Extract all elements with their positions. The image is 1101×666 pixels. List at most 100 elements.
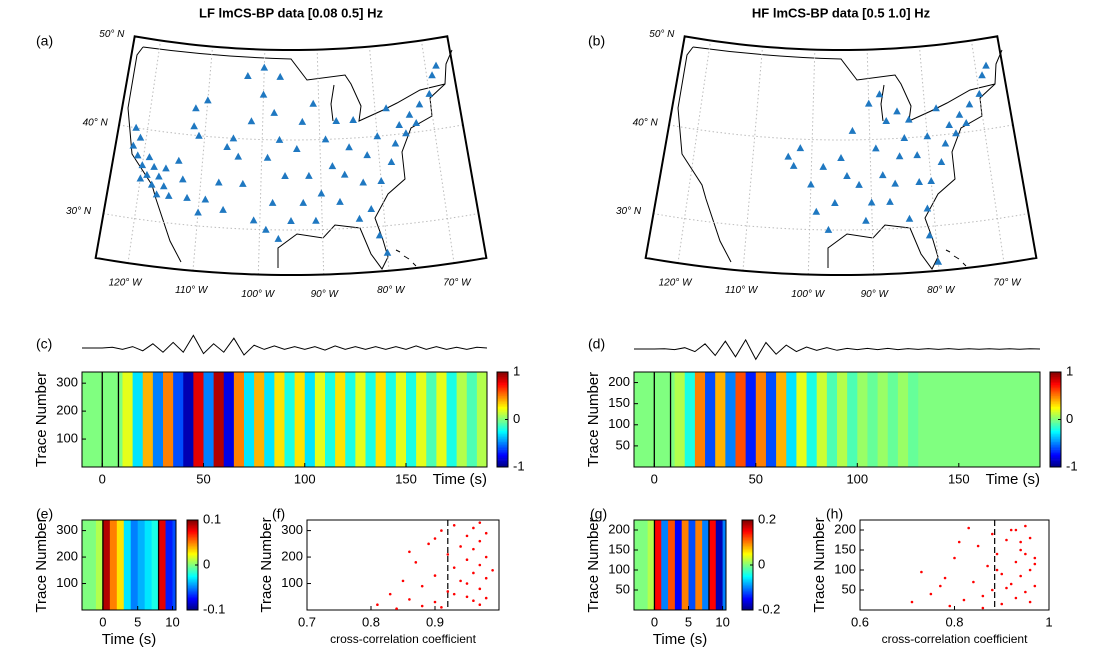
heat-cell xyxy=(668,520,676,610)
point xyxy=(484,555,488,559)
heat-cell xyxy=(715,520,723,610)
station xyxy=(359,178,367,186)
heat-cell xyxy=(213,372,225,467)
x-axis-label: Time (s) xyxy=(433,471,487,488)
colorbar-band xyxy=(1050,410,1061,412)
station xyxy=(260,63,269,71)
colorbar-band xyxy=(742,605,753,608)
colorbar-band xyxy=(1050,386,1061,389)
point xyxy=(1028,536,1032,540)
y-tick-label: 100 xyxy=(281,575,303,590)
lon-label: 120° W xyxy=(659,277,693,288)
colorbar-band xyxy=(742,544,753,546)
colorbar-band xyxy=(187,544,198,546)
station xyxy=(164,191,173,199)
station xyxy=(274,234,283,242)
x-tick-label: 0 xyxy=(651,471,658,486)
heat-cell xyxy=(365,372,377,467)
station xyxy=(375,231,384,239)
heat-cell xyxy=(705,372,716,467)
station xyxy=(900,133,909,141)
point xyxy=(395,607,398,610)
station xyxy=(425,89,434,97)
station xyxy=(190,122,198,130)
heat-cell xyxy=(122,372,134,467)
colorbar-band xyxy=(187,562,198,564)
colorbar-band xyxy=(1050,398,1061,401)
colorbar-band xyxy=(187,607,198,609)
colorbar-band xyxy=(497,421,508,423)
colorbar-band xyxy=(742,590,753,593)
point xyxy=(957,540,961,544)
heat-cell xyxy=(694,372,706,467)
station xyxy=(328,162,337,170)
colorbar-band xyxy=(742,596,753,599)
colorbar-band xyxy=(497,463,508,466)
heat-cell xyxy=(163,372,174,467)
station xyxy=(259,90,268,98)
y-tick-label: 50 xyxy=(616,581,630,596)
colorbar-band xyxy=(187,604,198,606)
colorbar-band xyxy=(742,550,753,552)
heat-cell xyxy=(345,372,356,467)
station xyxy=(875,90,884,98)
point xyxy=(388,592,392,596)
heat-cell xyxy=(999,372,1010,467)
colorbar-band xyxy=(1050,408,1061,411)
colorbar-tick-label: 1 xyxy=(1066,363,1073,378)
heat-cell xyxy=(304,372,316,467)
station xyxy=(363,151,371,159)
point xyxy=(478,603,482,607)
y-axis-label: Trace Number xyxy=(258,517,275,612)
lon-label: 90° W xyxy=(311,289,340,300)
colorbar-band xyxy=(497,379,508,382)
point xyxy=(1000,572,1004,576)
heat-cell xyxy=(989,372,1000,467)
station xyxy=(247,117,256,125)
heat-cell xyxy=(446,372,458,467)
colorbar-band xyxy=(742,526,753,528)
station xyxy=(262,225,270,233)
colorbar-tick-label: 0 xyxy=(1066,411,1073,426)
colorbar-band xyxy=(497,372,508,374)
colorbar-band xyxy=(742,586,753,588)
point xyxy=(929,592,933,596)
lon-grid-line xyxy=(918,46,940,271)
heat-cell xyxy=(233,372,245,467)
point xyxy=(995,568,999,572)
colorbar-band xyxy=(497,449,508,452)
heat-cell xyxy=(826,372,838,467)
lat-grid-line xyxy=(119,124,463,141)
y-tick-label: 200 xyxy=(56,548,78,563)
colorbar-band xyxy=(1050,449,1061,452)
colorbar-band xyxy=(742,557,753,560)
point xyxy=(976,544,980,548)
colorbar-band xyxy=(1050,422,1061,425)
point xyxy=(1024,590,1027,594)
lon-label: 70° W xyxy=(443,277,472,288)
heat-cell xyxy=(755,372,767,467)
colorbar-band xyxy=(742,530,753,533)
colorbar-band xyxy=(497,402,508,404)
colorbar-band xyxy=(187,605,198,608)
station xyxy=(332,116,341,124)
colorbar-band xyxy=(1050,391,1061,393)
heat-cell xyxy=(244,372,255,467)
x-tick-label: 5 xyxy=(134,614,141,629)
station xyxy=(317,189,326,197)
heat-cell xyxy=(95,520,104,610)
colorbar-band xyxy=(497,392,508,395)
colorbar-tick-label: 0 xyxy=(758,556,765,571)
station xyxy=(192,104,200,112)
colorbar-band xyxy=(1050,432,1061,435)
heat-cell xyxy=(436,372,447,467)
colorbar-band xyxy=(1050,438,1061,441)
station xyxy=(952,129,960,137)
station xyxy=(201,195,210,203)
colorbar-band xyxy=(742,548,753,551)
heat-cell xyxy=(735,372,747,467)
colorbar-band xyxy=(1050,465,1061,468)
x-tick-label: 100 xyxy=(846,471,868,486)
colorbar-band xyxy=(742,545,753,548)
